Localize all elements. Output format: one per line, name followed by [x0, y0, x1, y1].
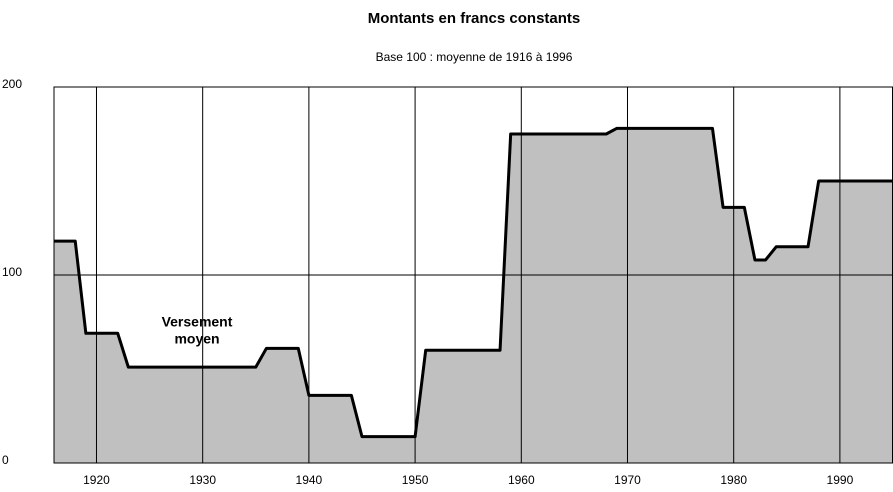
chart-title: Montants en francs constants [368, 10, 581, 27]
y-tick-label: 0 [2, 453, 9, 467]
y-tick-label: 200 [2, 77, 22, 91]
x-tick-label: 1990 [827, 473, 854, 487]
x-tick-label: 1930 [189, 473, 216, 487]
x-tick-label: 1940 [296, 473, 323, 487]
area [54, 128, 893, 464]
annotation: Versement [162, 314, 233, 330]
x-tick-label: 1970 [614, 473, 641, 487]
chart-subtitle: Base 100 : moyenne de 1916 à 1996 [376, 50, 573, 64]
line [54, 126, 893, 439]
y-tick-label: 100 [2, 265, 22, 279]
x-tick-label: 1980 [720, 473, 747, 487]
x-tick-label: 1960 [508, 473, 535, 487]
x-tick-label: 1950 [402, 473, 429, 487]
x-tick-label: 1920 [83, 473, 110, 487]
annotation: moyen [174, 331, 219, 347]
